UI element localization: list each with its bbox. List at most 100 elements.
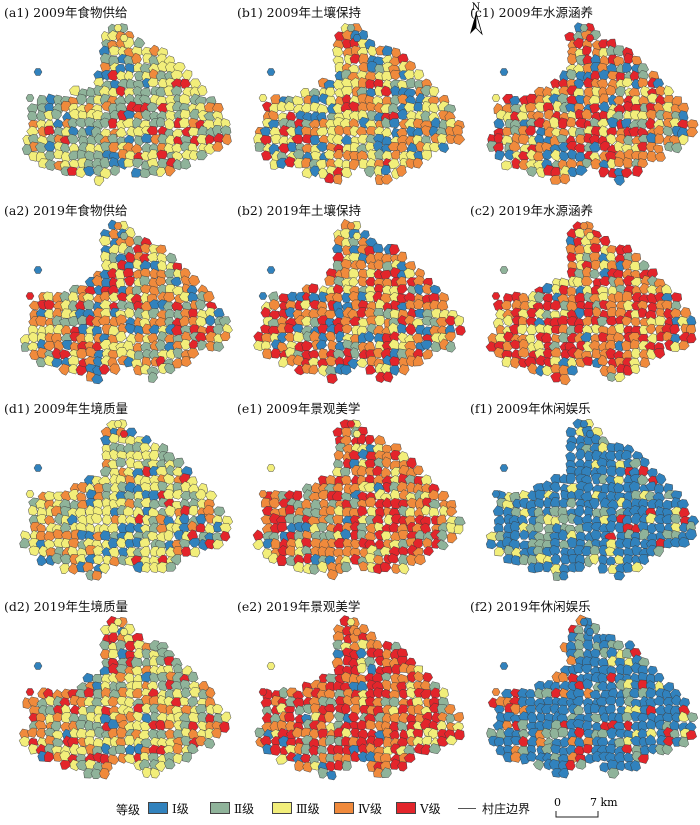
- village-polygon: [356, 357, 368, 368]
- village-polygon: [524, 125, 536, 136]
- village-polygon: [67, 355, 80, 366]
- village-polygon: [181, 752, 192, 763]
- village-polygon: [557, 726, 569, 738]
- village-mosaic: [485, 418, 699, 581]
- village-polygon: [588, 141, 601, 153]
- village-polygon: [165, 562, 177, 572]
- village-polygon: [342, 694, 354, 707]
- village-polygon: [156, 561, 168, 574]
- village-polygon: [325, 355, 338, 367]
- village-polygon: [428, 102, 440, 114]
- village-polygon: [387, 158, 400, 170]
- village-polygon: [69, 85, 80, 97]
- village-polygon: [140, 671, 153, 683]
- village-polygon: [677, 134, 689, 146]
- village-polygon: [107, 537, 119, 549]
- village-polygon: [367, 663, 377, 675]
- village-polygon: [75, 117, 87, 129]
- village-polygon: [27, 110, 38, 122]
- village-polygon: [133, 648, 144, 659]
- village-polygon: [155, 339, 168, 351]
- village-polygon: [294, 759, 305, 772]
- village-polygon: [387, 553, 399, 564]
- village-polygon: [629, 261, 641, 272]
- village-polygon: [164, 719, 175, 730]
- village-polygon: [125, 456, 137, 469]
- village-polygon: [108, 292, 120, 302]
- village-polygon: [542, 561, 553, 573]
- village-polygon: [646, 150, 658, 163]
- village-polygon: [664, 141, 674, 152]
- panel-e1: (e1) 2009年景观美学: [233, 396, 466, 594]
- village-polygon: [654, 315, 667, 327]
- boundary-line-icon: [458, 807, 476, 809]
- village-polygon: [99, 157, 111, 169]
- village-polygon: [332, 149, 344, 160]
- village-polygon: [109, 556, 121, 567]
- legend-title: 等级: [116, 803, 141, 817]
- village-polygon: [33, 662, 43, 670]
- map-a1: [21, 23, 232, 187]
- village-polygon: [324, 275, 336, 286]
- village-polygon: [213, 521, 224, 533]
- village-polygon: [139, 546, 151, 557]
- village-polygon: [90, 768, 102, 780]
- panel-title: (b1) 2009年土壤保持: [237, 5, 361, 20]
- village-polygon: [381, 497, 393, 509]
- panel-title: (e1) 2009年景观美学: [237, 401, 361, 416]
- village-polygon: [567, 148, 578, 160]
- village-polygon: [99, 117, 111, 128]
- village-polygon: [352, 628, 362, 636]
- legend-item-5: Ⅴ级: [396, 801, 441, 816]
- village-mosaic: [19, 419, 233, 581]
- village-polygon: [150, 134, 161, 145]
- village-polygon: [350, 299, 361, 310]
- village-polygon: [444, 331, 456, 342]
- north-arrow-icon: N: [470, 2, 483, 36]
- village-polygon: [494, 546, 505, 557]
- village-polygon: [518, 159, 530, 171]
- village-polygon: [124, 697, 136, 708]
- village-polygon: [389, 243, 400, 256]
- village-polygon: [615, 728, 626, 739]
- village-polygon: [510, 735, 522, 746]
- village-polygon: [211, 141, 224, 152]
- village-polygon: [346, 420, 356, 428]
- village-polygon: [109, 363, 121, 375]
- village-polygon: [662, 736, 675, 747]
- village-polygon: [605, 520, 617, 533]
- village-polygon: [102, 514, 112, 526]
- village-polygon: [598, 166, 610, 178]
- village-polygon: [567, 53, 578, 66]
- village-polygon: [141, 648, 152, 660]
- village-polygon: [188, 711, 201, 724]
- village-polygon: [278, 356, 290, 368]
- village-polygon: [119, 628, 129, 636]
- village-polygon: [189, 546, 201, 558]
- village-polygon: [412, 355, 424, 367]
- village-polygon: [541, 149, 554, 160]
- village-polygon: [204, 728, 215, 739]
- village-polygon: [316, 561, 328, 574]
- village-polygon: [67, 563, 79, 575]
- village-polygon: [82, 166, 95, 177]
- panel-title: (a2) 2019年食物供给: [4, 203, 128, 218]
- village-polygon: [346, 618, 356, 626]
- village-polygon: [172, 753, 183, 765]
- panel-b1: (b1) 2009年土壤保持: [233, 0, 466, 198]
- village-polygon: [173, 530, 184, 541]
- village-polygon: [621, 77, 634, 88]
- village-polygon: [654, 151, 666, 162]
- village-polygon: [510, 751, 522, 763]
- village-polygon: [374, 529, 385, 541]
- map-e1: [252, 419, 466, 581]
- village-polygon: [613, 175, 625, 186]
- village-polygon: [575, 164, 588, 176]
- village-polygon: [291, 726, 303, 738]
- village-polygon: [349, 347, 360, 359]
- map-grid: (a1) 2009年食物供给 (b1) 2009年土壤保持 (c1) 2009年…: [4, 0, 699, 781]
- village-polygon: [116, 727, 128, 739]
- village-polygon: [622, 157, 634, 169]
- village-polygon: [622, 562, 634, 573]
- village-polygon: [526, 166, 538, 177]
